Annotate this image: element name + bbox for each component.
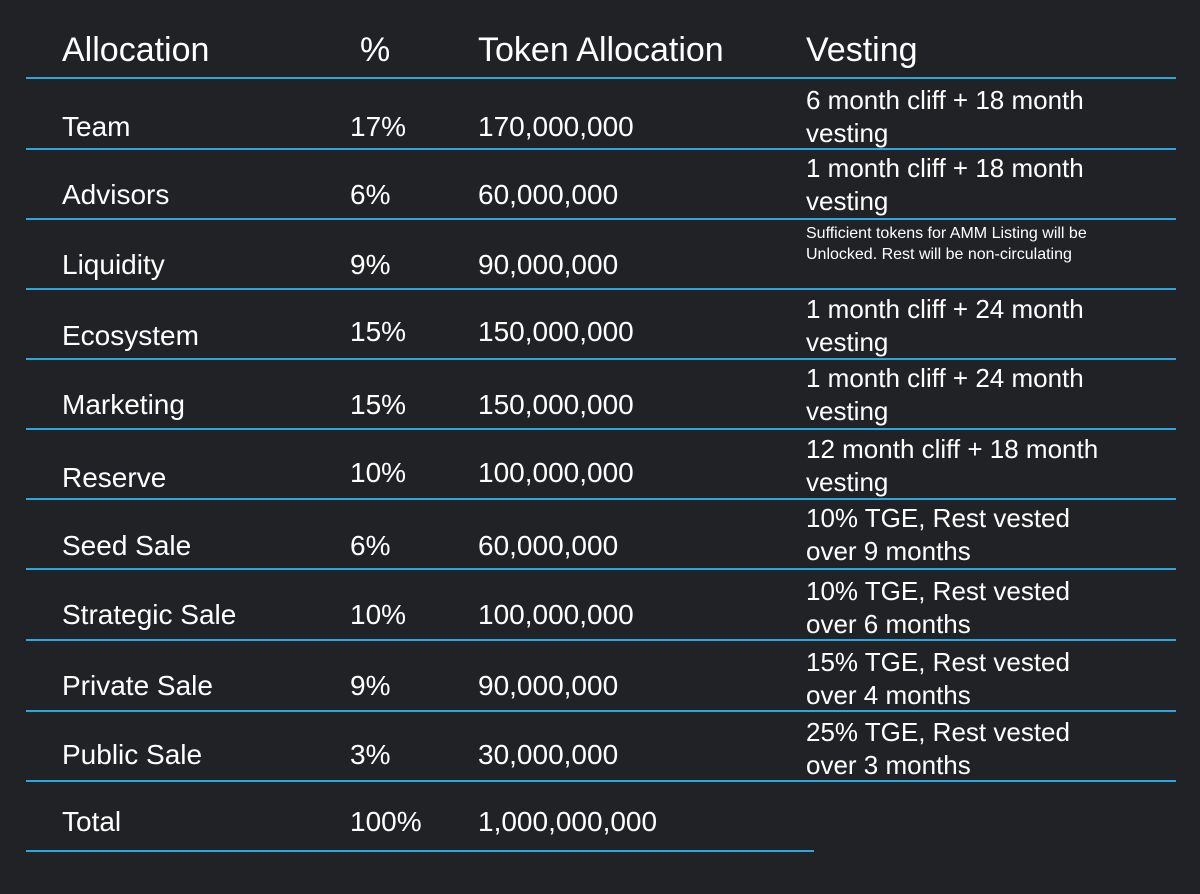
table-row: Public Sale 3% 30,000,000 25% TGE, Rest …	[0, 712, 1200, 782]
allocation-cell: Advisors	[62, 179, 170, 210]
row-divider	[26, 780, 1176, 782]
percent-cell: 10%	[350, 457, 407, 488]
token-cell: 90,000,000	[478, 249, 619, 280]
allocation-cell: Reserve	[62, 462, 167, 493]
allocation-cell: Strategic Sale	[62, 599, 237, 630]
table-row: Advisors 6% 60,000,000 1 month cliff + 1…	[0, 150, 1200, 220]
total-tokens: 1,000,000,000	[478, 806, 658, 837]
token-cell: 90,000,000	[478, 670, 619, 701]
vesting-cell: Sufficient tokens for AMM Listing will b…	[806, 225, 1087, 263]
allocation-cell: Seed Sale	[62, 530, 192, 561]
row-divider	[26, 288, 1176, 290]
token-cell: 30,000,000	[478, 739, 619, 770]
token-cell: 150,000,000	[478, 389, 634, 420]
percent-cell: 9%	[350, 249, 391, 280]
row-divider	[26, 710, 1176, 712]
token-cell: 170,000,000	[478, 111, 634, 142]
table-row: Liquidity 9% 90,000,000 Sufficient token…	[0, 220, 1200, 290]
token-cell: 60,000,000	[478, 530, 619, 561]
allocation-cell: Liquidity	[62, 249, 165, 280]
allocation-cell: Marketing	[62, 389, 185, 420]
total-row: Total 100% 1,000,000,000	[0, 782, 1200, 852]
total-percent: 100%	[350, 806, 422, 837]
token-cell: 150,000,000	[478, 316, 634, 347]
row-divider	[26, 639, 1176, 641]
header-allocation: Allocation	[62, 31, 210, 69]
vesting-cell: 10% TGE, Rest vested over 6 months	[806, 576, 1070, 639]
token-cell: 100,000,000	[478, 599, 634, 630]
percent-cell: 3%	[350, 739, 391, 770]
vesting-cell: 15% TGE, Rest vested over 4 months	[806, 647, 1070, 710]
header-percent: %	[360, 31, 391, 69]
vesting-cell: 6 month cliff + 18 month vesting	[806, 85, 1084, 148]
row-divider	[26, 428, 1176, 430]
vesting-cell: 1 month cliff + 18 month vesting	[806, 153, 1084, 216]
table-row: Seed Sale 6% 60,000,000 10% TGE, Rest ve…	[0, 500, 1200, 570]
allocation-cell: Public Sale	[62, 739, 203, 770]
header-divider	[26, 77, 1176, 79]
vesting-cell: 12 month cliff + 18 month vesting	[806, 434, 1099, 497]
table-row: Marketing 15% 150,000,000 1 month cliff …	[0, 360, 1200, 430]
percent-cell: 6%	[350, 179, 391, 210]
token-cell: 60,000,000	[478, 179, 619, 210]
table-row: Reserve 10% 100,000,000 12 month cliff +…	[0, 430, 1200, 500]
row-divider	[26, 218, 1176, 220]
total-label: Total	[62, 806, 122, 837]
percent-cell: 9%	[350, 670, 391, 701]
percent-cell: 6%	[350, 530, 391, 561]
allocation-cell: Ecosystem	[62, 320, 199, 351]
allocation-cell: Private Sale	[62, 670, 213, 701]
table-row: Team 17% 170,000,000 6 month cliff + 18 …	[0, 80, 1200, 150]
row-divider	[26, 358, 1176, 360]
vesting-cell: 25% TGE, Rest vested over 3 months	[806, 717, 1070, 780]
allocation-cell: Team	[62, 111, 131, 142]
row-divider	[26, 498, 1176, 500]
table-row: Private Sale 9% 90,000,000 15% TGE, Rest…	[0, 641, 1200, 711]
header-vesting: Vesting	[806, 31, 918, 69]
token-cell: 100,000,000	[478, 457, 634, 488]
vesting-cell: 1 month cliff + 24 month vesting	[806, 363, 1084, 426]
total-divider	[26, 850, 814, 852]
vesting-cell: 10% TGE, Rest vested over 9 months	[806, 503, 1070, 566]
percent-cell: 15%	[350, 389, 407, 420]
table-row: Ecosystem 15% 150,000,000 1 month cliff …	[0, 290, 1200, 360]
row-divider	[26, 148, 1176, 150]
row-divider	[26, 568, 1176, 570]
vesting-cell: 1 month cliff + 24 month vesting	[806, 294, 1084, 357]
table-row: Strategic Sale 10% 100,000,000 10% TGE, …	[0, 570, 1200, 640]
percent-cell: 10%	[350, 599, 407, 630]
percent-cell: 17%	[350, 111, 407, 142]
header-token-allocation: Token Allocation	[478, 31, 724, 69]
percent-cell: 15%	[350, 316, 407, 347]
